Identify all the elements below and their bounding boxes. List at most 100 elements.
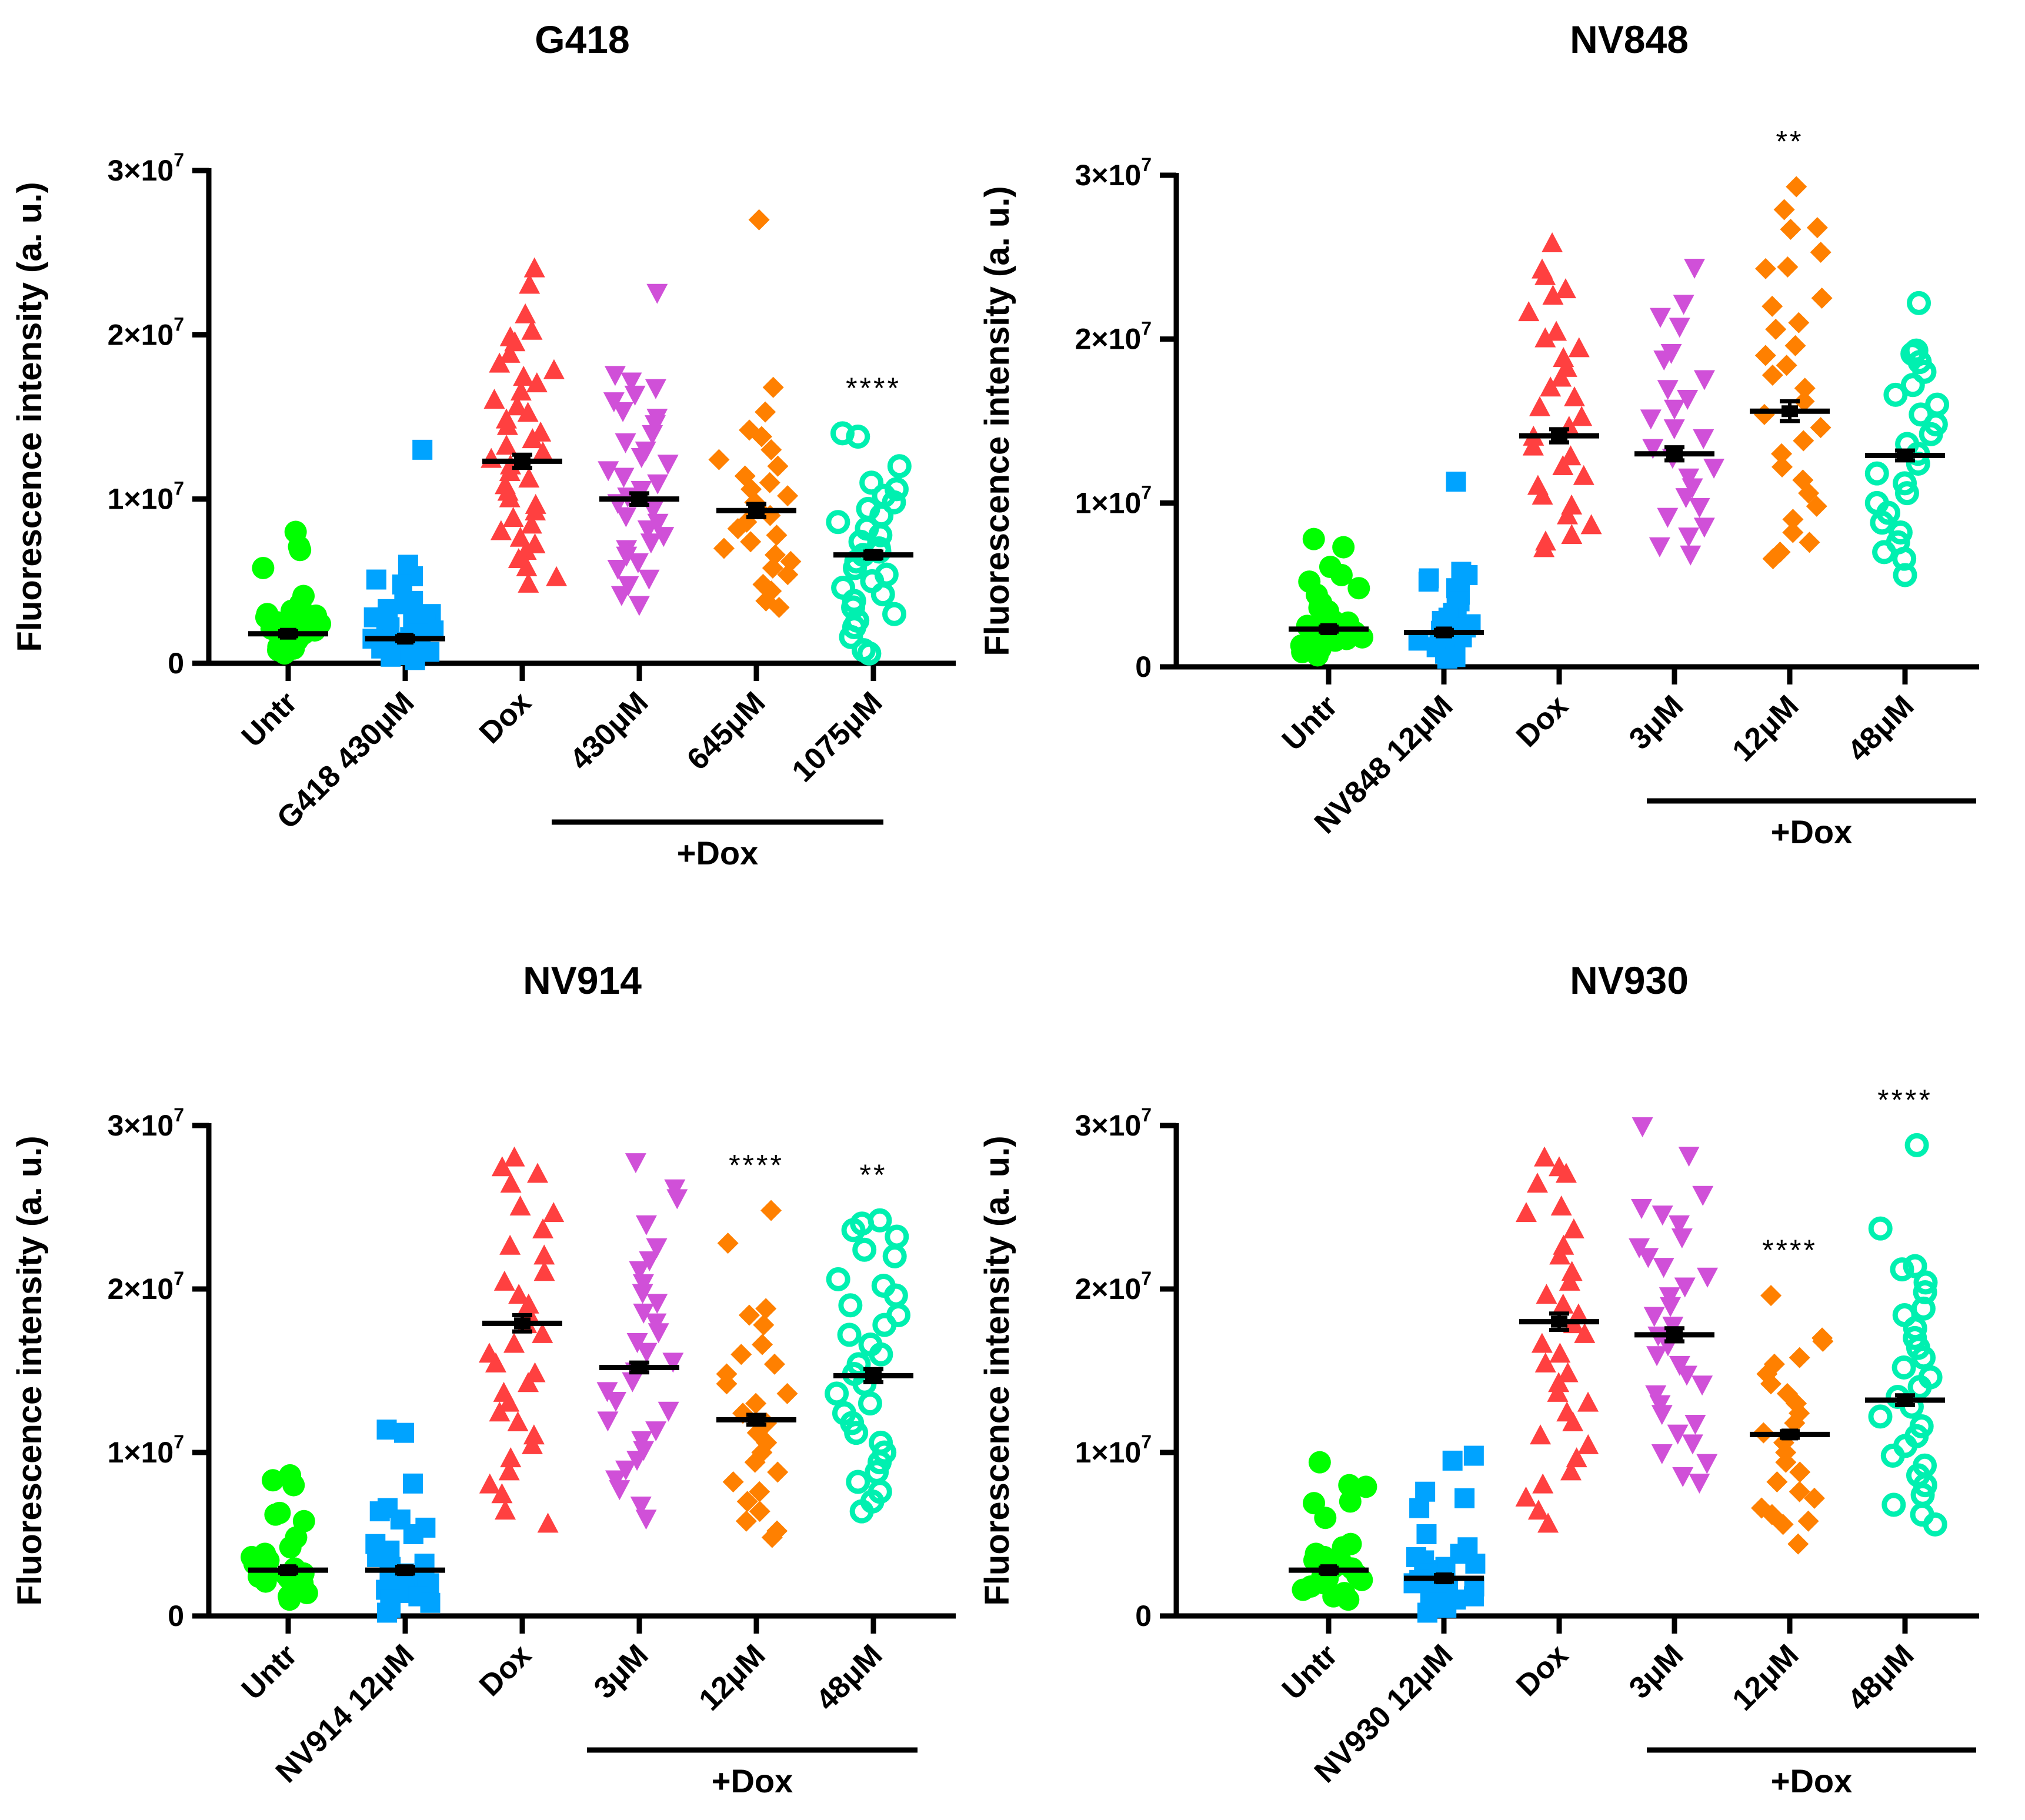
data-point bbox=[510, 380, 532, 401]
mean-marker bbox=[397, 633, 413, 645]
x-tick-label: 48μM bbox=[1841, 689, 1920, 768]
mean-marker bbox=[865, 549, 882, 561]
data-point bbox=[1515, 1202, 1537, 1223]
data-point bbox=[750, 426, 772, 448]
data-point bbox=[748, 209, 770, 231]
mean-marker bbox=[280, 627, 296, 640]
data-point bbox=[1789, 1347, 1810, 1368]
mean-marker bbox=[514, 1317, 531, 1330]
data-point bbox=[1446, 472, 1466, 492]
group-bracket-label: +Dox bbox=[677, 834, 759, 871]
data-point bbox=[777, 485, 799, 507]
data-point bbox=[1766, 1471, 1788, 1493]
data-point bbox=[1642, 439, 1664, 459]
data-point bbox=[727, 517, 749, 539]
data-point bbox=[1692, 1185, 1714, 1206]
data-point bbox=[1893, 563, 1917, 587]
data-point bbox=[496, 435, 518, 455]
series-0 bbox=[1289, 1451, 1377, 1611]
data-point bbox=[1573, 465, 1594, 485]
data-point bbox=[1332, 1536, 1355, 1559]
data-point bbox=[838, 1293, 863, 1318]
data-point bbox=[1762, 295, 1783, 317]
data-point bbox=[610, 586, 632, 606]
y-tick-label: 1×107 bbox=[1075, 482, 1152, 519]
data-point bbox=[1697, 1267, 1719, 1288]
significance-label: **** bbox=[846, 372, 901, 405]
data-point bbox=[1554, 278, 1576, 299]
data-point bbox=[498, 1460, 520, 1481]
data-point bbox=[1900, 373, 1925, 398]
data-point bbox=[755, 590, 777, 612]
series-5: ** bbox=[825, 1158, 913, 1524]
data-point bbox=[1787, 1533, 1809, 1555]
data-point bbox=[1560, 1460, 1582, 1481]
series-5 bbox=[1864, 290, 1950, 587]
data-point bbox=[1534, 327, 1556, 348]
data-point bbox=[1675, 488, 1697, 509]
data-point bbox=[1308, 1451, 1331, 1474]
data-point bbox=[490, 520, 512, 540]
data-point bbox=[764, 544, 786, 566]
data-point bbox=[1526, 1173, 1548, 1193]
data-point bbox=[1669, 318, 1690, 338]
data-point bbox=[526, 372, 548, 393]
data-point bbox=[1771, 443, 1793, 465]
series-5: **** bbox=[826, 372, 913, 666]
series-2 bbox=[1515, 1146, 1599, 1533]
data-point bbox=[533, 1244, 555, 1265]
data-point bbox=[633, 1303, 655, 1324]
data-point bbox=[1533, 537, 1555, 557]
data-point bbox=[759, 472, 780, 493]
data-point bbox=[762, 557, 783, 579]
data-point bbox=[1776, 355, 1797, 376]
series-3 bbox=[1634, 259, 1725, 566]
data-point bbox=[295, 1582, 318, 1605]
data-point bbox=[532, 1218, 554, 1238]
y-tick-label: 2×107 bbox=[1075, 1268, 1152, 1305]
data-point bbox=[503, 1146, 525, 1167]
data-point bbox=[1806, 495, 1827, 517]
data-point bbox=[523, 257, 545, 278]
data-point bbox=[537, 1512, 559, 1533]
data-point bbox=[546, 566, 568, 586]
data-point bbox=[402, 1473, 423, 1494]
data-point bbox=[636, 1343, 658, 1363]
data-point bbox=[657, 455, 679, 475]
data-point bbox=[1810, 241, 1831, 263]
data-point bbox=[513, 365, 535, 386]
data-point bbox=[607, 559, 629, 580]
data-point bbox=[1903, 1254, 1927, 1278]
data-point bbox=[629, 1261, 650, 1281]
y-tick-label: 0 bbox=[168, 1599, 184, 1632]
data-point bbox=[1552, 1293, 1574, 1314]
data-point bbox=[1793, 430, 1814, 452]
data-point bbox=[1692, 1375, 1713, 1396]
data-point bbox=[412, 439, 433, 460]
data-point bbox=[666, 1189, 688, 1210]
data-point bbox=[1672, 1467, 1694, 1487]
data-point bbox=[630, 1496, 652, 1517]
data-point bbox=[1762, 364, 1783, 386]
data-point bbox=[653, 527, 675, 547]
data-point bbox=[503, 1333, 525, 1353]
data-point bbox=[483, 389, 505, 409]
significance-label: **** bbox=[1762, 1234, 1817, 1267]
mean-marker bbox=[1782, 1428, 1798, 1441]
data-point bbox=[1437, 649, 1457, 669]
data-point bbox=[1907, 1375, 1932, 1400]
data-point bbox=[1653, 350, 1675, 371]
data-point bbox=[638, 569, 660, 590]
series-0 bbox=[1289, 527, 1374, 667]
chart-panel-g418: G418 Fluorescence intensity (a. u.) 0 1×107… bbox=[11, 18, 956, 871]
data-point bbox=[1548, 1372, 1570, 1392]
data-point bbox=[722, 1471, 744, 1493]
data-point bbox=[887, 454, 912, 479]
data-point bbox=[1534, 1146, 1556, 1167]
mean-marker bbox=[1666, 1328, 1683, 1341]
data-point bbox=[768, 597, 790, 619]
data-point bbox=[1418, 572, 1439, 592]
data-point bbox=[843, 556, 868, 580]
data-point bbox=[1786, 176, 1807, 198]
data-point bbox=[491, 1483, 513, 1504]
